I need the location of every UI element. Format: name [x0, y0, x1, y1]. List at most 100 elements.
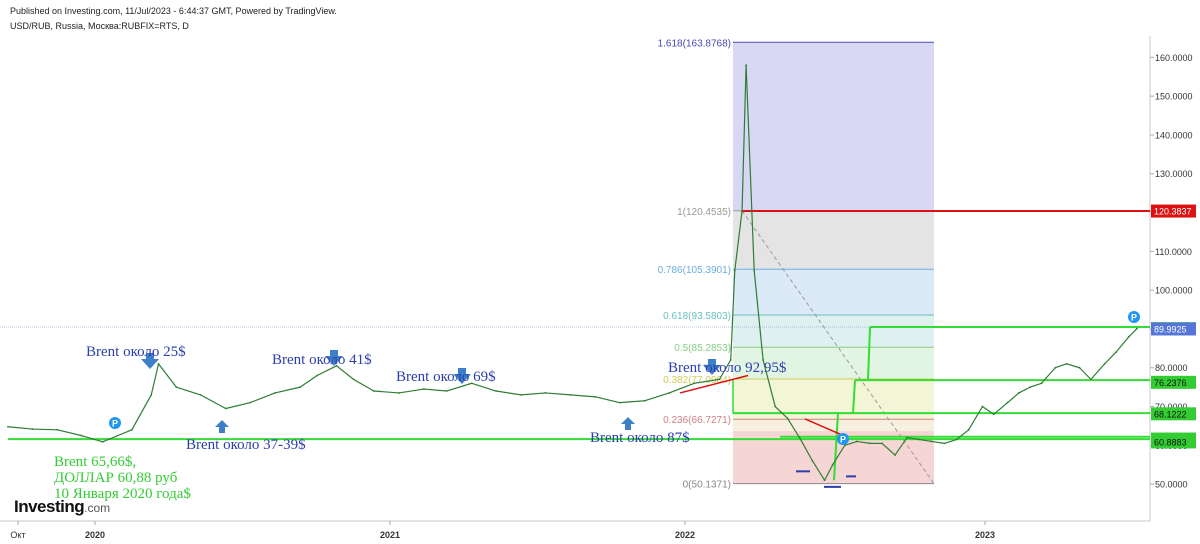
price-point — [352, 378, 355, 381]
price-segment — [316, 365, 337, 377]
price-point — [1017, 392, 1020, 394]
fib-zone-0618 — [733, 315, 934, 348]
price-segment — [471, 382, 497, 392]
price-segment — [811, 460, 826, 481]
price-point — [955, 438, 958, 441]
x-tick-label: 2023 — [975, 530, 995, 540]
price-segment — [824, 464, 834, 481]
green-vertical — [833, 413, 839, 481]
price-point — [470, 382, 473, 385]
price-segment — [745, 65, 755, 271]
annotation-brent: Brent около 25$ — [86, 344, 186, 360]
p-badge-label: P — [840, 435, 846, 445]
price-segment — [150, 363, 160, 396]
x-tick-label: 2021 — [380, 530, 400, 540]
price-tag-label: 60.8883 — [1154, 437, 1187, 447]
price-point — [918, 438, 921, 441]
symbol-header: USD/RUB, Russia, Москва:RUBFIX=RTS, D — [10, 21, 189, 31]
price-segment — [619, 400, 645, 404]
arrow-down-icon — [703, 359, 721, 375]
fib-label: 0.5(85.2853) — [674, 343, 731, 354]
price-segment — [225, 402, 251, 410]
arrow-down-icon — [141, 353, 159, 369]
price-segment — [446, 382, 472, 392]
price-point — [729, 359, 732, 361]
price-segment — [644, 392, 670, 402]
price-point — [1040, 382, 1043, 385]
price-point — [786, 417, 789, 420]
arrow-up-icon — [621, 417, 635, 430]
price-point — [249, 401, 251, 404]
price-point — [981, 405, 984, 408]
y-tick-label: 70.0000 — [1155, 402, 1188, 412]
price-point — [943, 442, 946, 445]
price-point — [316, 374, 319, 377]
price-point — [774, 405, 777, 408]
price-point — [199, 394, 202, 396]
price-segment — [931, 440, 945, 444]
price-point — [175, 386, 178, 389]
fib-label: 0.786(105.3901) — [658, 265, 731, 276]
price-segment — [762, 359, 776, 407]
price-segment — [993, 402, 1008, 415]
price-point — [992, 413, 995, 416]
price-segment — [570, 394, 596, 398]
annotation-green: Brent 65,66$, — [54, 454, 136, 470]
price-point — [150, 394, 153, 396]
y-tick-label: 160.0000 — [1155, 53, 1193, 63]
fib-zone-1 — [733, 210, 934, 270]
price-point — [274, 392, 276, 394]
price-point — [811, 459, 814, 462]
price-point — [718, 378, 721, 381]
price-point — [1065, 362, 1068, 365]
price-point — [495, 390, 497, 392]
price-segment — [832, 445, 846, 466]
price-segment — [956, 429, 970, 440]
price-segment — [1079, 367, 1092, 380]
price-point — [894, 454, 896, 456]
price-point — [544, 392, 547, 394]
price-segment — [299, 375, 318, 388]
price-point — [1029, 386, 1032, 389]
price-segment — [944, 438, 957, 444]
price-point — [157, 362, 160, 365]
price-segment — [1055, 363, 1067, 369]
price-segment — [1007, 392, 1020, 404]
price-point — [130, 428, 133, 431]
price-point — [520, 394, 523, 396]
price-point — [56, 428, 59, 431]
price-tag — [1151, 375, 1196, 389]
p-badge-label: P — [112, 419, 118, 429]
price-segment — [741, 65, 747, 212]
annotation-brent: Brent около 41$ — [272, 352, 372, 368]
price-point — [618, 401, 621, 404]
price-point — [335, 364, 338, 367]
price-segment — [718, 359, 732, 380]
price-segment — [176, 386, 201, 396]
price-segment — [158, 363, 177, 388]
fib-label: 1.618(163.8768) — [658, 38, 731, 49]
price-segment — [274, 386, 301, 394]
red-trendline — [679, 374, 749, 394]
price-segment — [734, 210, 743, 271]
price-tag — [1151, 407, 1196, 421]
price-segment — [1090, 363, 1106, 380]
p-badge-icon — [1128, 311, 1140, 323]
fib-label: 0.236(66.7271) — [663, 415, 731, 426]
fib-label: 0.618(93.5803) — [663, 311, 731, 322]
price-tag — [1151, 435, 1196, 449]
price-segment — [131, 394, 152, 431]
price-segment — [1104, 351, 1117, 365]
price-segment — [786, 417, 801, 438]
arrow-down-icon — [453, 368, 471, 384]
price-segment — [545, 392, 571, 396]
price-point — [762, 359, 764, 361]
price-point — [372, 390, 375, 392]
price-point — [881, 442, 883, 445]
price-point — [644, 399, 646, 402]
price-segment — [798, 437, 813, 462]
y-tick-label: 130.0000 — [1155, 169, 1193, 179]
price-segment — [1018, 386, 1031, 394]
price-segment — [398, 388, 425, 394]
price-point — [753, 269, 756, 272]
